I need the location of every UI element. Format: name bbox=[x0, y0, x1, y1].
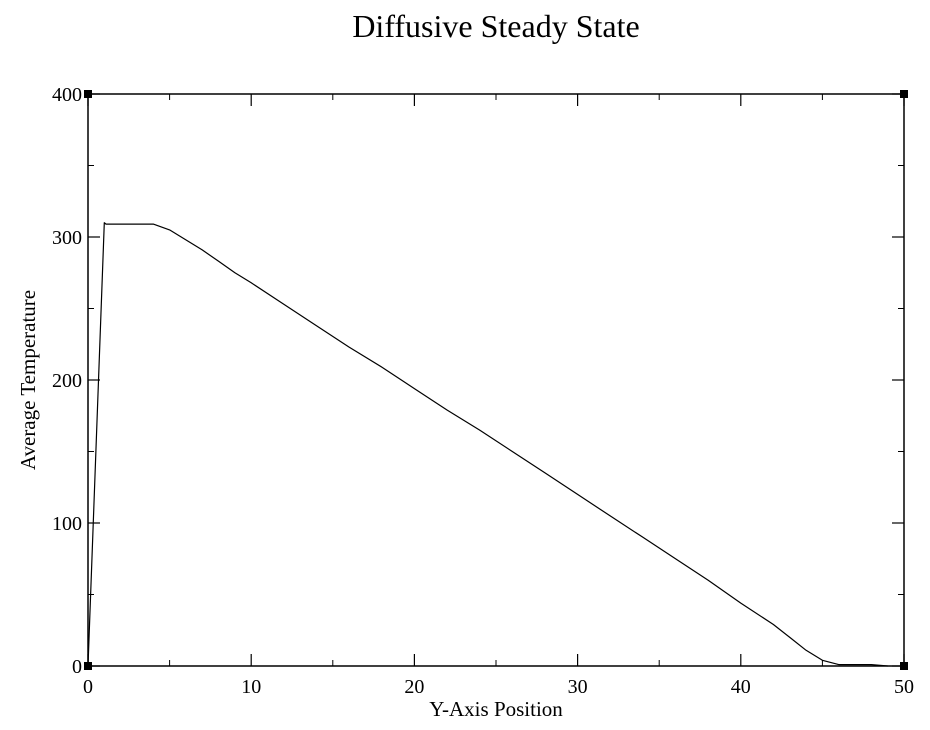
y-tick-label: 200 bbox=[52, 370, 82, 392]
corner-marker bbox=[84, 90, 92, 98]
series-line bbox=[87, 222, 888, 667]
y-tick-label: 0 bbox=[72, 656, 82, 678]
x-tick-label: 20 bbox=[404, 676, 424, 698]
tick-labels: 0 10 20 30 40 50 0 100 200 300 400 bbox=[52, 84, 914, 698]
x-tick-label: 10 bbox=[241, 676, 261, 698]
x-tick-label: 0 bbox=[83, 676, 93, 698]
chart-title: Diffusive Steady State bbox=[352, 8, 639, 44]
x-tick-label: 40 bbox=[731, 676, 751, 698]
x-tick-label: 30 bbox=[568, 676, 588, 698]
corner-markers bbox=[84, 90, 908, 670]
y-tick-label: 300 bbox=[52, 227, 82, 249]
plot-frame bbox=[87, 93, 905, 667]
corner-marker bbox=[84, 662, 92, 670]
y-axis-label: Average Temperature bbox=[16, 290, 40, 470]
series-layer bbox=[87, 222, 888, 667]
y-tick-label: 400 bbox=[52, 84, 82, 106]
x-axis-label: Y-Axis Position bbox=[429, 697, 563, 721]
x-tick-label: 50 bbox=[894, 676, 914, 698]
axis-ticks bbox=[87, 93, 905, 667]
corner-marker bbox=[900, 90, 908, 98]
corner-marker bbox=[900, 662, 908, 670]
y-tick-label: 100 bbox=[52, 513, 82, 535]
